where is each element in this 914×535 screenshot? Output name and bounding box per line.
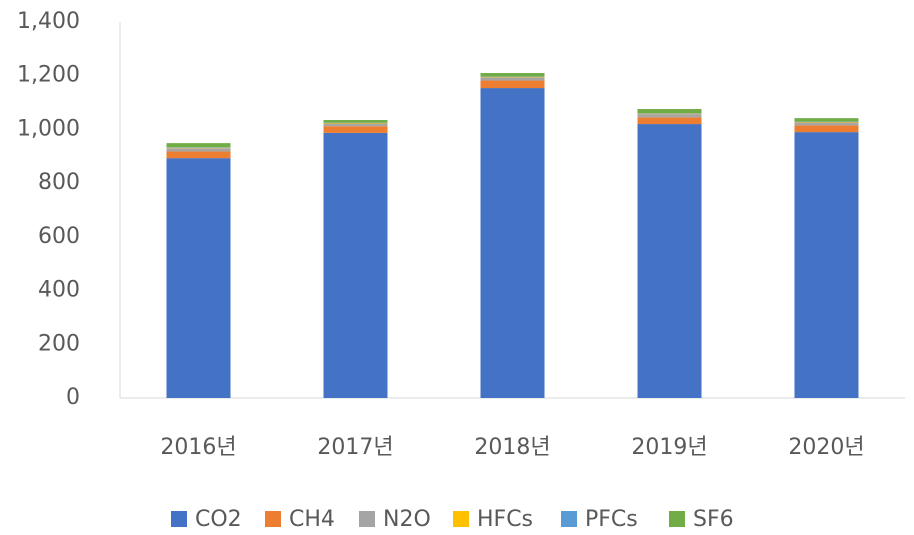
bar-segment <box>480 73 545 77</box>
bar-segment <box>637 113 702 115</box>
y-tick-label: 1,400 <box>17 9 80 34</box>
legend-label: SF6 <box>693 507 734 532</box>
bar-segment <box>166 151 231 159</box>
bar-segment <box>794 132 859 398</box>
legend-swatch <box>669 511 685 527</box>
legend-label: PFCs <box>585 507 638 532</box>
bar-segment <box>323 123 388 127</box>
bar-segment <box>323 132 388 399</box>
y-tick-label: 400 <box>38 278 80 303</box>
bar-segment <box>480 80 545 89</box>
bar-segment <box>794 122 859 126</box>
y-tick-label: 1,200 <box>17 63 80 88</box>
legend-label: HFCs <box>477 507 533 532</box>
bar-segment <box>637 113 702 114</box>
bar-segment <box>323 120 388 123</box>
legend-label: CH4 <box>289 507 335 532</box>
bar-segment <box>637 114 702 118</box>
bar-segment <box>166 147 231 149</box>
bar-segment <box>323 122 388 124</box>
bar-segment <box>480 88 545 398</box>
legend-swatch <box>171 511 187 527</box>
legend-swatch <box>265 511 281 527</box>
bar-segment <box>166 143 231 148</box>
bar-segment <box>166 158 231 398</box>
x-tick-label: 2018년 <box>474 435 550 460</box>
y-tick-label: 0 <box>66 385 80 410</box>
bar-segment <box>794 125 859 133</box>
x-tick-label: 2017년 <box>317 435 393 460</box>
y-tick-label: 800 <box>38 170 80 195</box>
bar-segment <box>637 124 702 399</box>
bar-segment <box>323 126 388 133</box>
bar-segment <box>166 147 231 148</box>
y-tick-label: 200 <box>38 331 80 356</box>
y-tick-label: 1,000 <box>17 116 80 141</box>
x-tick-label: 2020년 <box>788 435 864 460</box>
bar-segment <box>480 77 545 81</box>
x-tick-label: 2016년 <box>160 435 236 460</box>
bar-segment <box>637 117 702 125</box>
bar-segment <box>637 109 702 114</box>
legend-swatch <box>561 511 577 527</box>
bar-segment <box>166 148 231 152</box>
bar-segment <box>794 121 859 123</box>
legend-swatch <box>453 511 469 527</box>
y-tick-label: 600 <box>38 224 80 249</box>
legend-swatch <box>359 511 375 527</box>
bar-segment <box>480 76 545 78</box>
x-tick-label: 2019년 <box>631 435 707 460</box>
legend-label: CO2 <box>195 507 242 532</box>
bar-segment <box>794 118 859 122</box>
legend-label: N2O <box>383 507 431 532</box>
